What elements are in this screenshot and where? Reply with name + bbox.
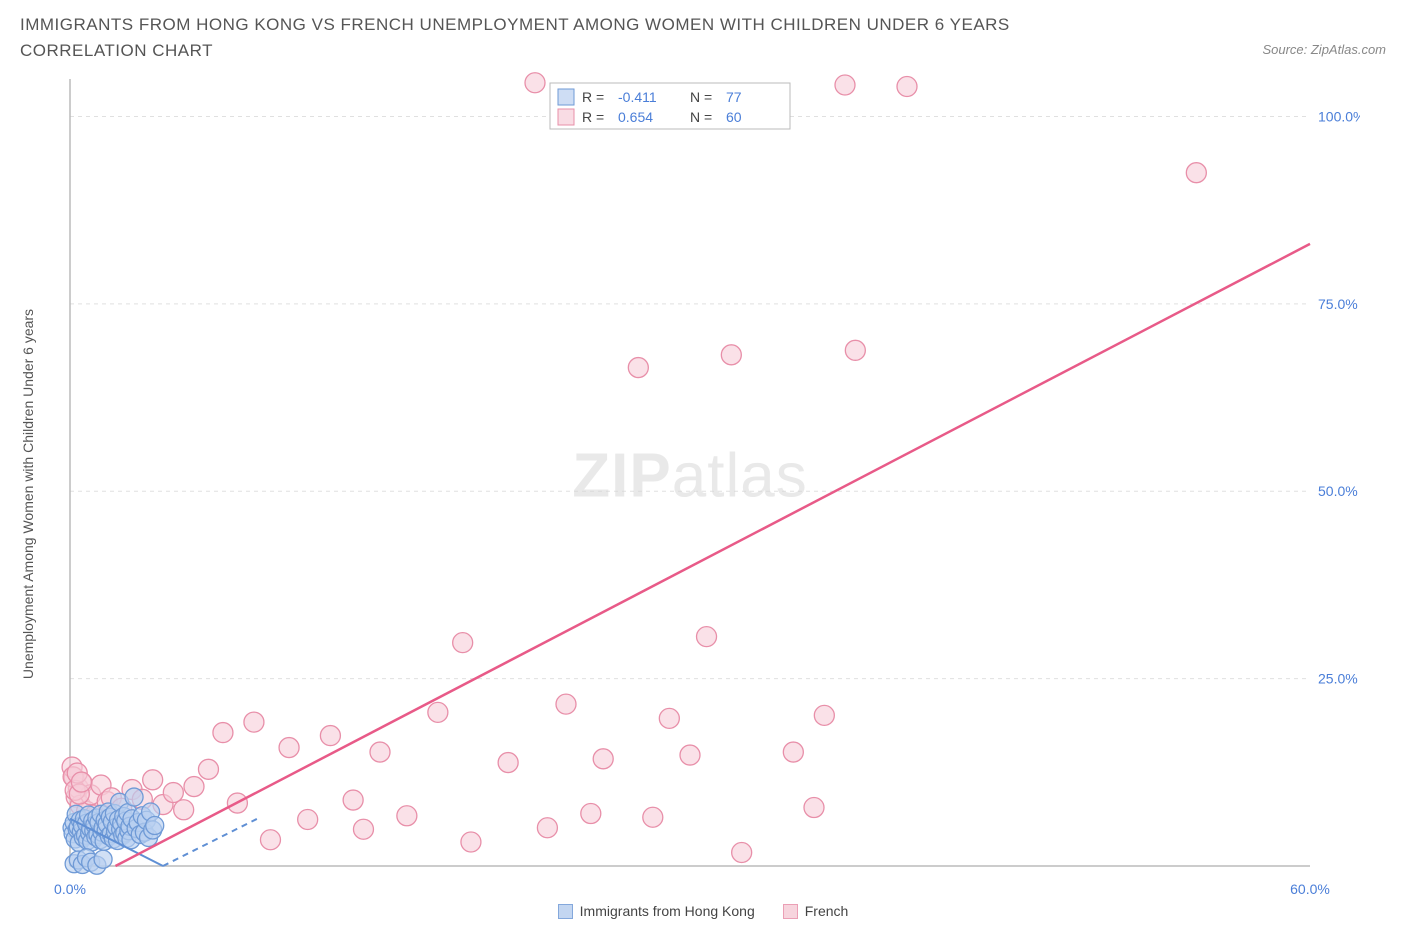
legend-label: Immigrants from Hong Kong [580,903,755,919]
chart-container: Unemployment Among Women with Children U… [20,71,1386,901]
legend-bottom: Immigrants from Hong Kong French [20,903,1386,919]
legend-label: French [805,903,849,919]
svg-text:R =: R = [582,89,604,105]
svg-text:75.0%: 75.0% [1318,296,1358,312]
svg-text:N =: N = [690,109,712,125]
svg-text:77: 77 [726,89,742,105]
svg-text:0.654: 0.654 [618,109,653,125]
legend-item: Immigrants from Hong Kong [558,903,755,919]
svg-text:N =: N = [690,89,712,105]
source-attribution: Source: ZipAtlas.com [1262,42,1386,57]
legend-item: French [783,903,849,919]
svg-text:100.0%: 100.0% [1318,108,1360,124]
svg-text:0.0%: 0.0% [54,881,86,897]
svg-text:60: 60 [726,109,742,125]
chart-title: IMMIGRANTS FROM HONG KONG VS FRENCH UNEM… [20,12,1120,63]
y-axis-label: Unemployment Among Women with Children U… [20,309,36,679]
svg-text:ZIPatlas: ZIPatlas [572,442,807,511]
legend-swatch-icon [558,904,573,919]
svg-text:R =: R = [582,109,604,125]
svg-text:25.0%: 25.0% [1318,671,1358,687]
scatter-chart: 25.0% 50.0% 75.0% 100.0% 0.0% 60.0% ZIPatlas R … [20,71,1360,901]
svg-text:60.0%: 60.0% [1290,881,1330,897]
legend-swatch-icon [783,904,798,919]
svg-text:-0.411: -0.411 [618,89,657,105]
svg-text:50.0%: 50.0% [1318,483,1358,499]
